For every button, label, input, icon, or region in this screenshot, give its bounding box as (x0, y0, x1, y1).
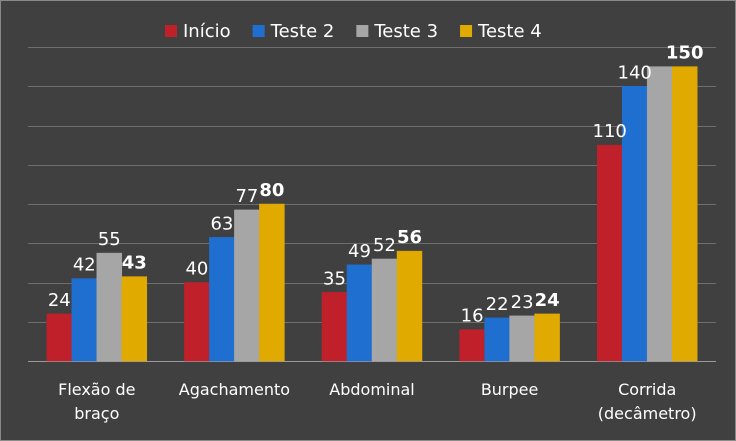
data-label: 110 (593, 121, 627, 142)
category-label: Corrida (618, 380, 676, 399)
bar-teste-3-3 (509, 315, 535, 362)
data-label: 140 (618, 62, 652, 83)
bar-teste-3-1 (234, 209, 260, 362)
data-label: 16 (461, 306, 484, 327)
legend-label: Teste 2 (270, 21, 335, 42)
bar-teste-3-2 (371, 258, 398, 362)
bar-teste-4-0 (121, 276, 148, 362)
data-label: 23 (511, 292, 534, 313)
bar-teste-2-2 (346, 264, 373, 362)
bar-teste-2-3 (484, 317, 510, 362)
bar-teste-4-1 (259, 203, 285, 362)
legend-swatch (165, 25, 177, 37)
bar-teste-2-0 (71, 278, 98, 362)
data-label: 40 (185, 259, 208, 280)
legend-swatch (252, 25, 265, 37)
bar-início-1 (184, 282, 210, 362)
bar-teste-3-0 (96, 252, 123, 362)
category-labels: Flexão de braço Agachamento Abdominal Burpee… (58, 380, 696, 423)
category-label: Burpee (481, 380, 539, 399)
data-label: 55 (98, 229, 121, 250)
legend: Início Teste 2 Teste 3 Teste 4 (165, 21, 542, 42)
legend-label: Início (183, 21, 231, 42)
legend-swatch (460, 25, 473, 37)
data-label: 150 (666, 43, 704, 64)
data-label: 63 (210, 213, 233, 234)
data-label: 56 (397, 227, 422, 248)
data-label: 77 (235, 186, 258, 207)
category-label: Agachamento (179, 380, 290, 399)
bars (46, 66, 698, 362)
bar-teste-2-1 (209, 237, 235, 362)
data-label: 35 (323, 268, 346, 289)
data-label: 22 (486, 294, 509, 315)
bar-teste-4-2 (396, 250, 423, 362)
bar-teste-4-4 (671, 66, 698, 362)
bar-teste-4-3 (534, 313, 560, 362)
legend-swatch (356, 25, 369, 37)
data-label: 49 (348, 241, 371, 262)
bar-início-4 (596, 144, 623, 362)
bar-início-3 (459, 329, 485, 362)
legend-label: Teste 4 (477, 21, 542, 42)
data-label: 43 (122, 253, 147, 274)
legend-label: Teste 3 (373, 21, 438, 42)
bar-teste-3-4 (646, 66, 673, 362)
bar-início-0 (46, 313, 73, 362)
category-label: Abdominal (329, 380, 414, 399)
data-label: 42 (73, 255, 96, 276)
data-label: 24 (535, 290, 560, 311)
data-label: 24 (48, 290, 71, 311)
data-label: 52 (373, 235, 396, 256)
data-label: 80 (259, 180, 284, 201)
category-label: braço (74, 404, 119, 423)
bar-início-2 (321, 292, 348, 362)
category-label: Flexão de (58, 380, 135, 399)
category-label: (decâmetro) (598, 404, 697, 423)
